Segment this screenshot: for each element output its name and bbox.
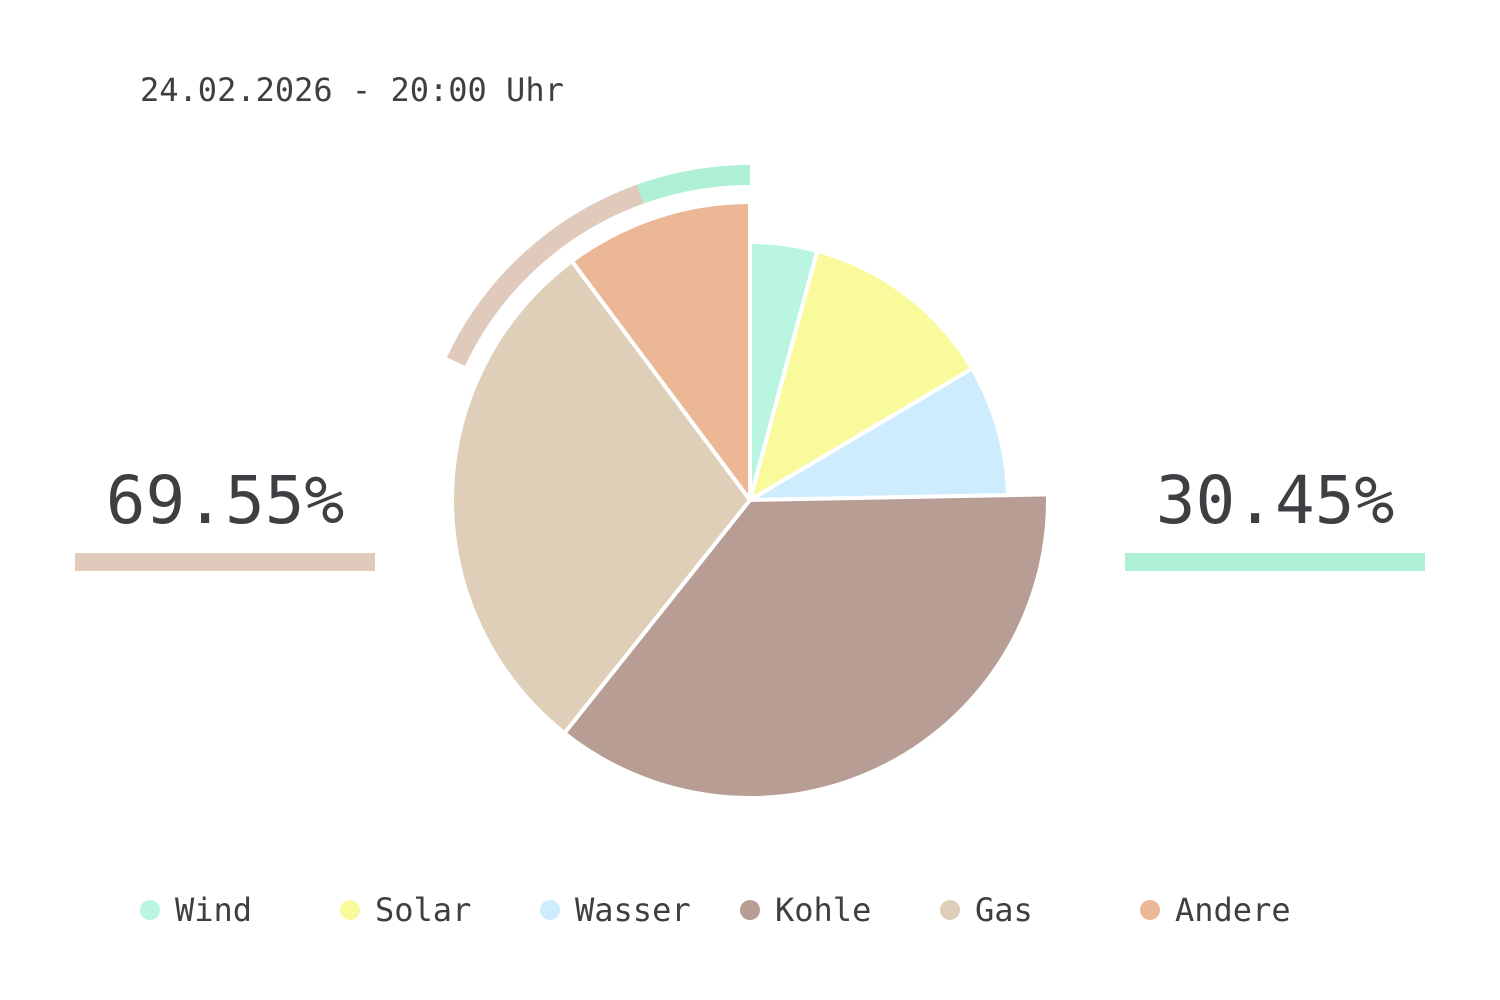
pie-slice-gas (450, 259, 752, 736)
legend-item-gas: Gas (940, 890, 1033, 930)
legend-swatch (740, 900, 760, 920)
legend-label: Solar (375, 891, 472, 929)
legend-item-andere: Andere (1140, 890, 1291, 930)
legend: Wind Solar Wasser Kohle Gas Andere (0, 890, 1500, 930)
group-arc-renewable (636, 165, 751, 204)
legend-label: Andere (1175, 891, 1291, 929)
legend-label: Wind (175, 891, 253, 929)
pie-slice-solar (748, 248, 975, 502)
fossil-share-bar (75, 553, 375, 571)
legend-item-wasser: Wasser (540, 890, 691, 930)
legend-item-wind: Wind (140, 890, 252, 930)
pie-slice-kohle (562, 492, 1050, 801)
legend-label: Gas (975, 891, 1033, 929)
legend-swatch (1140, 900, 1160, 920)
pie-slice-wasser (748, 366, 1010, 502)
legend-item-kohle: Kohle (740, 890, 871, 930)
renewable-share-bar (1125, 553, 1425, 571)
legend-swatch (540, 900, 560, 920)
legend-swatch (140, 900, 160, 920)
legend-swatch (340, 900, 360, 920)
legend-label: Wasser (575, 891, 691, 929)
fossil-share-value: 69.55% (105, 462, 345, 539)
legend-swatch (940, 900, 960, 920)
timestamp: 24.02.2026 - 20:00 Uhr (140, 71, 564, 109)
legend-item-solar: Solar (340, 890, 471, 930)
pie-slice-andere (569, 200, 752, 502)
renewable-share-value: 30.45% (1155, 462, 1395, 539)
group-arc-fossil (446, 184, 644, 366)
legend-label: Kohle (775, 891, 872, 929)
